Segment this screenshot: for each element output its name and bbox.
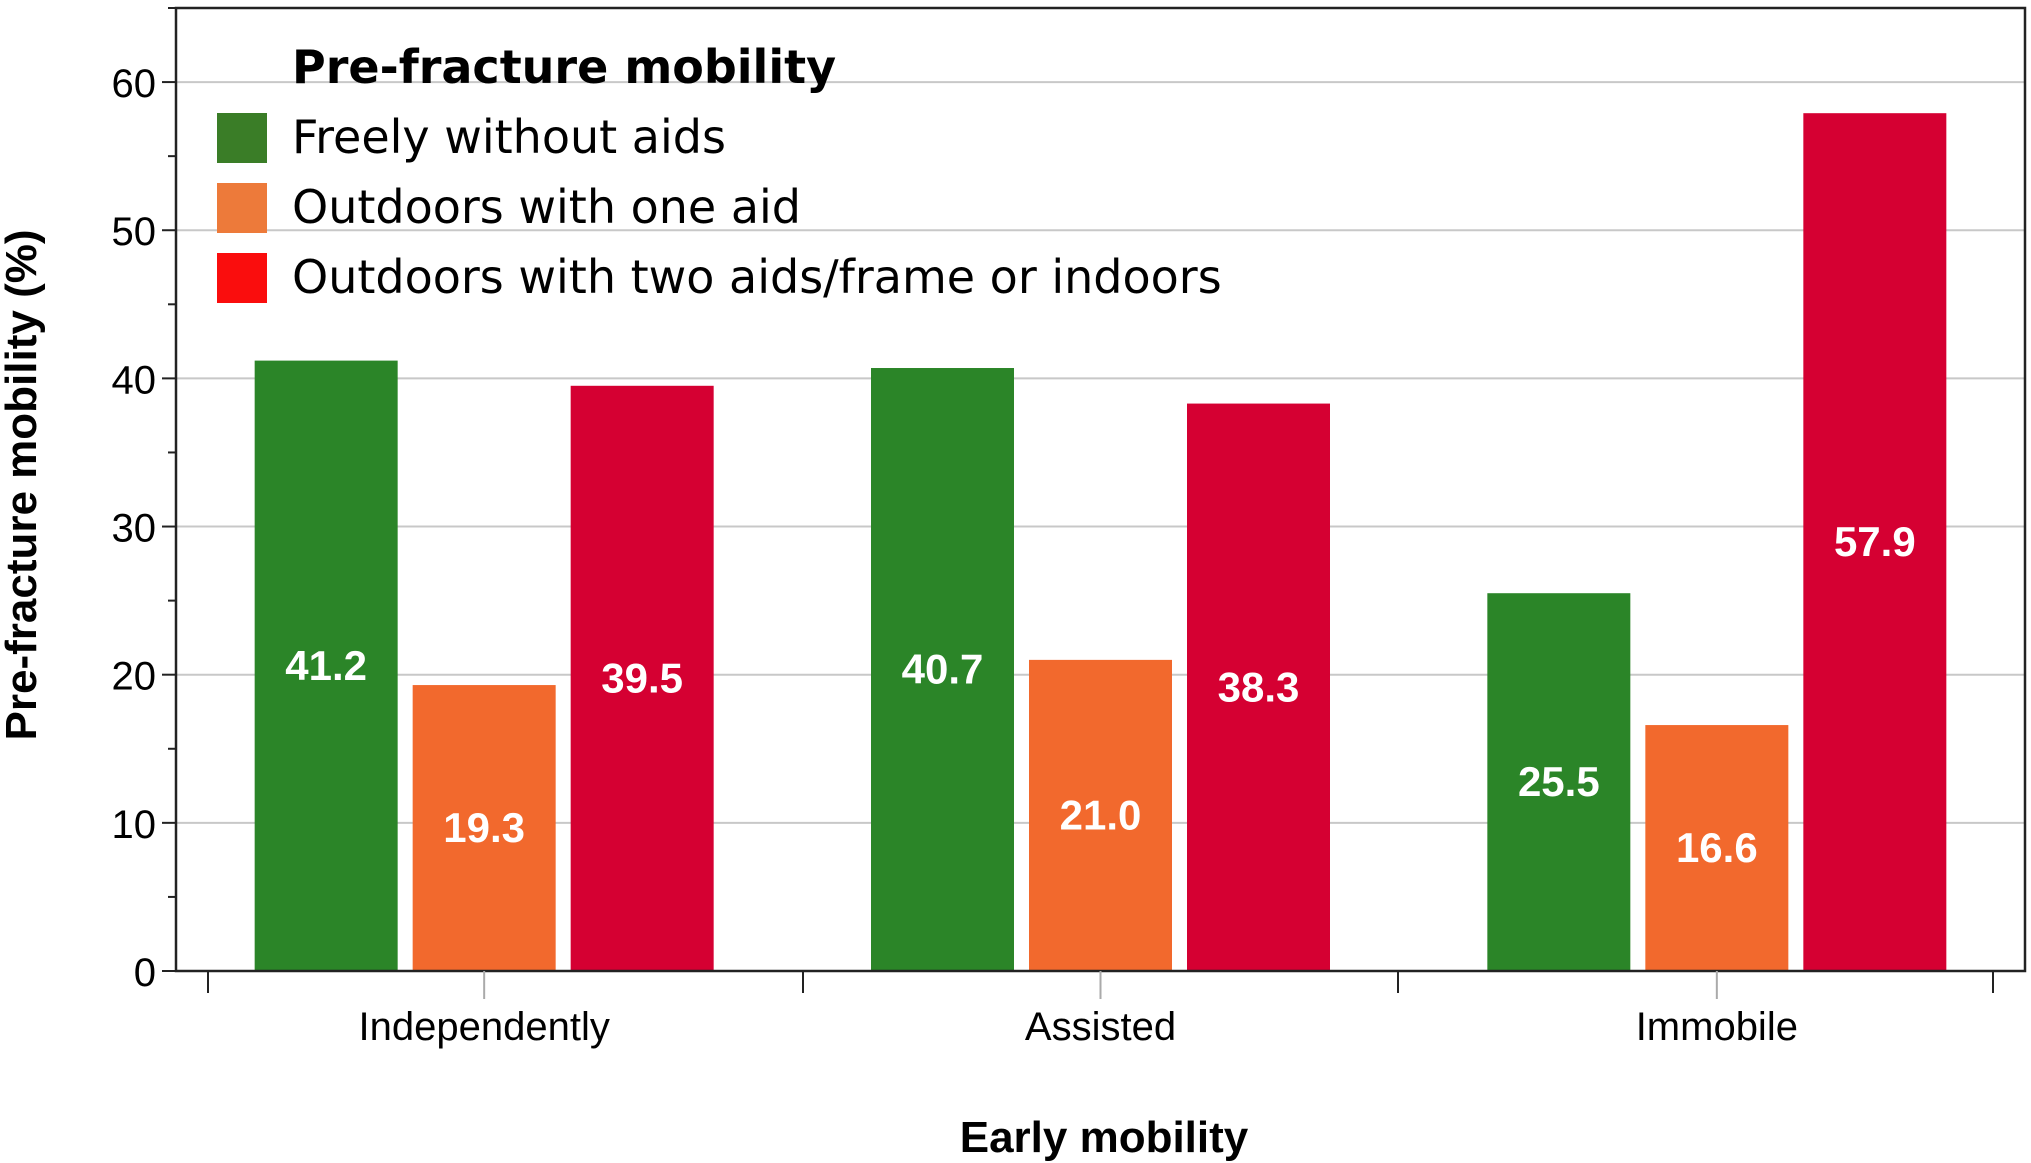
data-label: 16.6 xyxy=(1676,824,1758,871)
y-tick-label: 50 xyxy=(112,210,157,254)
y-tick-label: 30 xyxy=(112,507,157,551)
x-axis: Independently Assisted Immobile xyxy=(207,971,1994,1049)
bar xyxy=(1187,403,1330,971)
bars xyxy=(254,113,1947,972)
data-label: 25.5 xyxy=(1518,758,1600,805)
y-tick-label: 10 xyxy=(112,803,157,847)
bar xyxy=(254,360,398,971)
data-label: 57.9 xyxy=(1834,518,1916,565)
data-label: 19.3 xyxy=(443,804,525,851)
legend-entry-label: Outdoors with two aids/frame or indoors xyxy=(292,250,1222,304)
y-axis: 0 10 20 30 40 50 60 xyxy=(112,7,176,995)
data-label: 21.0 xyxy=(1060,791,1142,838)
data-label: 41.2 xyxy=(285,642,367,689)
bar xyxy=(570,385,714,971)
y-tick-label: 20 xyxy=(112,655,157,699)
y-axis-title: Pre-fracture mobility (%) xyxy=(0,230,46,741)
data-label: 40.7 xyxy=(902,646,984,693)
bar xyxy=(412,685,556,971)
legend-swatch xyxy=(217,113,267,163)
data-labels: 41.2 40.7 25.5 19.3 21.0 16.6 39.5 38.3 57.9 xyxy=(285,518,1915,871)
x-tick-label: Immobile xyxy=(1636,1005,1798,1049)
data-label: 38.3 xyxy=(1218,663,1300,710)
bar xyxy=(1487,593,1631,971)
data-label: 39.5 xyxy=(601,654,683,701)
legend-entry-label: Outdoors with one aid xyxy=(292,180,801,234)
bar xyxy=(1645,725,1789,971)
bar xyxy=(1029,659,1172,971)
bar xyxy=(1803,113,1947,972)
legend-title: Pre-fracture mobility xyxy=(292,40,836,94)
bar xyxy=(871,368,1014,971)
legend-swatch xyxy=(217,183,267,233)
y-tick-label: 60 xyxy=(112,62,157,106)
y-tick-label: 0 xyxy=(134,951,156,995)
x-axis-title: Early mobility xyxy=(960,1113,1249,1162)
legend: Pre-fracture mobility Freely without aid… xyxy=(217,40,1222,304)
legend-entry-label: Freely without aids xyxy=(292,110,726,164)
x-tick-label: Assisted xyxy=(1025,1005,1176,1049)
legend-swatch xyxy=(217,253,267,303)
y-tick-label: 40 xyxy=(112,358,157,402)
x-tick-label: Independently xyxy=(359,1005,610,1049)
